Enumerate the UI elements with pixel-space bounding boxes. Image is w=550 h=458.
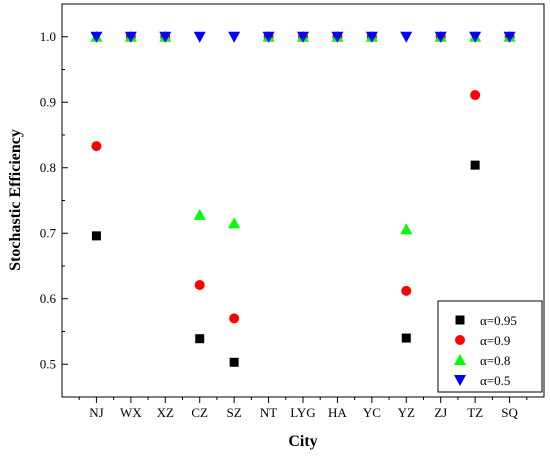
data-point-series-3 bbox=[331, 31, 344, 43]
x-tick-label: WX bbox=[120, 405, 142, 420]
legend-marker-0 bbox=[455, 315, 465, 325]
y-axis-title: Stochastic Efficiency bbox=[7, 129, 24, 271]
data-point-series-3 bbox=[434, 31, 447, 43]
data-point-series-3 bbox=[228, 31, 241, 43]
x-tick-label: CZ bbox=[191, 405, 208, 420]
data-point-series-3 bbox=[159, 31, 172, 43]
y-tick-label: 0.5 bbox=[40, 356, 56, 371]
data-point-series-1 bbox=[470, 90, 481, 101]
data-point-series-1 bbox=[229, 313, 240, 324]
x-tick-label: YC bbox=[363, 405, 381, 420]
data-points bbox=[90, 30, 516, 367]
data-point-series-1 bbox=[401, 285, 412, 296]
legend-marker-2 bbox=[454, 354, 466, 365]
legend-label: α=0.8 bbox=[480, 353, 510, 368]
y-tick-label: 0.7 bbox=[40, 225, 57, 240]
y-tick-label: 0.8 bbox=[40, 160, 56, 175]
data-point-series-0 bbox=[401, 333, 411, 343]
x-axis-title: City bbox=[288, 433, 317, 450]
legend-marker-3 bbox=[454, 375, 466, 386]
data-point-series-2 bbox=[193, 208, 206, 220]
y-tick-label: 0.9 bbox=[40, 94, 56, 109]
data-point-series-0 bbox=[229, 357, 239, 367]
data-point-series-1 bbox=[91, 141, 102, 152]
x-tick-label: NT bbox=[260, 405, 277, 420]
x-tick-label: XZ bbox=[157, 405, 174, 420]
data-point-series-3 bbox=[297, 31, 309, 43]
data-point-series-3 bbox=[365, 31, 378, 43]
data-point-series-2 bbox=[400, 223, 413, 235]
x-tick-label: LYG bbox=[290, 405, 315, 420]
legend-marker-1 bbox=[455, 335, 465, 345]
legend-label: α=0.95 bbox=[480, 313, 517, 328]
data-point-series-3 bbox=[262, 31, 275, 43]
x-tick-label: YZ bbox=[398, 405, 415, 420]
data-point-series-3 bbox=[400, 31, 413, 43]
data-point-series-3 bbox=[503, 31, 516, 43]
y-tick-label: 0.6 bbox=[40, 291, 57, 306]
data-point-series-1 bbox=[194, 279, 205, 290]
data-point-series-3 bbox=[469, 31, 482, 43]
x-tick-label: SZ bbox=[227, 405, 242, 420]
x-tick-label: TZ bbox=[467, 405, 483, 420]
data-point-series-2 bbox=[228, 217, 241, 229]
legend: α=0.95 α=0.9 α=0.8 α=0.5 bbox=[437, 300, 543, 393]
y-axis: 0.5 0.6 0.7 0.8 0.9 1.0 bbox=[40, 29, 68, 371]
x-axis: NJ WX XZ CZ SZ NT LYG HA YC YZ ZJ TZ SQ bbox=[78, 397, 528, 420]
data-point-series-0 bbox=[91, 231, 101, 241]
x-tick-label: SQ bbox=[501, 405, 518, 420]
data-point-series-0 bbox=[470, 160, 480, 170]
data-point-series-0 bbox=[195, 334, 205, 344]
x-tick-label: NJ bbox=[89, 405, 103, 420]
x-tick-label: HA bbox=[328, 405, 347, 420]
y-tick-label: 1.0 bbox=[40, 29, 56, 44]
data-point-series-3 bbox=[193, 31, 206, 43]
legend-label: α=0.5 bbox=[480, 373, 510, 388]
data-point-series-3 bbox=[124, 31, 137, 43]
data-point-series-3 bbox=[90, 31, 103, 43]
legend-label: α=0.9 bbox=[480, 333, 510, 348]
x-tick-label: ZJ bbox=[434, 405, 447, 420]
